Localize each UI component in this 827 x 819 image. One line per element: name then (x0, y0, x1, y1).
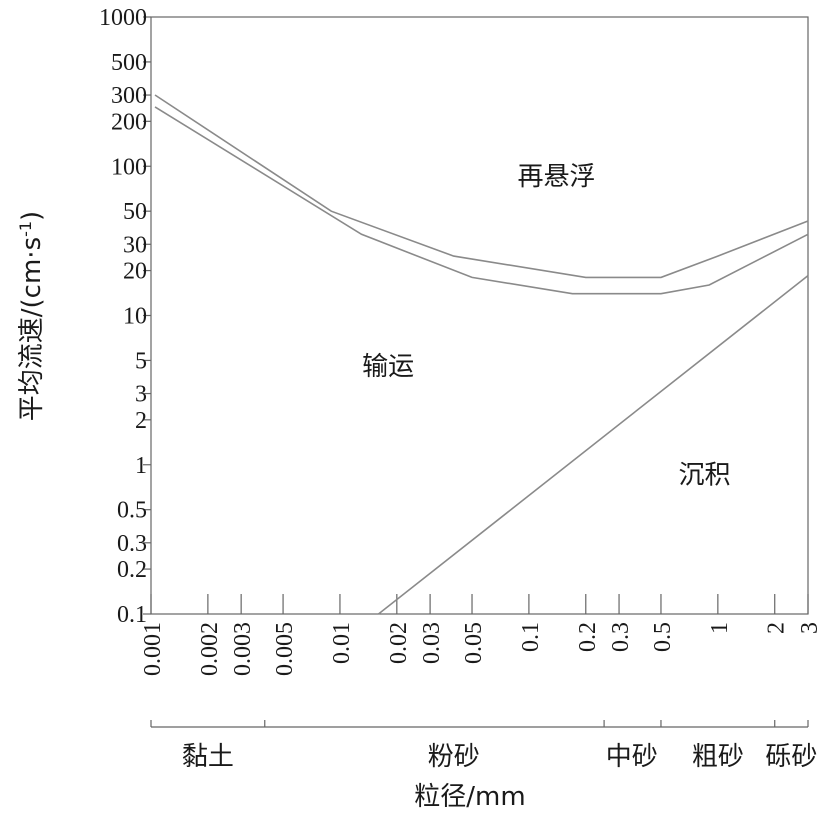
x-tick-label: 0.3 (608, 622, 634, 652)
y-tick-label: 20 (123, 259, 147, 285)
x-tick-label: 0.03 (419, 622, 445, 664)
y-tick-label: 100 (111, 154, 147, 180)
y-tick-label: 500 (111, 50, 147, 76)
grain-class-label: 中砂 (606, 742, 658, 772)
x-tick-label: 0.002 (197, 622, 223, 676)
grain-class-label: 砾砂 (765, 742, 817, 772)
y-tick-label: 50 (123, 199, 147, 225)
grain-class-label: 黏土 (182, 742, 234, 772)
x-tick-label: 1 (707, 622, 733, 634)
y-tick-label: 1000 (99, 5, 147, 31)
region-label: 沉积 (679, 460, 731, 490)
grain-class-label: 粗砂 (692, 742, 744, 772)
y-tick-label: 0.2 (117, 557, 147, 583)
x-tick-label: 0.001 (140, 622, 166, 676)
x-tick-label: 3 (797, 622, 823, 634)
x-tick-label: 0.1 (518, 622, 544, 652)
y-axis-title: 平均流速/(cm·s-1) (16, 211, 47, 421)
y-axis-title-main: 平均流速/(cm·s (17, 237, 47, 421)
y-tick-label: 300 (111, 83, 147, 109)
y-tick-label: 10 (123, 304, 147, 330)
region-label: 输运 (362, 352, 414, 382)
series-line-1 (154, 94, 809, 279)
y-tick-label: 0.3 (117, 531, 147, 557)
grain-class-label: 粉砂 (428, 742, 480, 772)
plot-frame (150, 16, 809, 615)
x-tick-label: 0.003 (230, 622, 256, 676)
y-axis-title-close: ) (17, 211, 47, 221)
x-tick-label: 0.01 (329, 622, 355, 664)
series-line-3 (378, 274, 809, 615)
region-label: 再悬浮 (518, 162, 596, 192)
x-tick-label: 0.02 (386, 622, 412, 664)
y-tick-label: 3 (135, 382, 147, 408)
x-axis-title: 粒径/mm (414, 782, 525, 812)
x-tick-label: 0.2 (575, 622, 601, 652)
y-tick-label: 200 (111, 109, 147, 135)
y-tick-label: 30 (123, 232, 147, 258)
x-tick-label: 2 (764, 622, 790, 634)
y-tick-label: 5 (135, 348, 147, 374)
y-axis-title-superscript: -1 (16, 221, 35, 237)
x-tick-label: 0.005 (272, 622, 298, 676)
y-tick-label: 0.1 (117, 602, 147, 628)
series-line-2 (154, 106, 809, 295)
x-tick-label: 0.5 (650, 622, 676, 652)
x-tick-label: 0.05 (461, 622, 487, 664)
y-tick-label: 2 (135, 408, 147, 434)
y-tick-label: 1 (135, 453, 147, 479)
y-tick-label: 0.5 (117, 498, 147, 524)
